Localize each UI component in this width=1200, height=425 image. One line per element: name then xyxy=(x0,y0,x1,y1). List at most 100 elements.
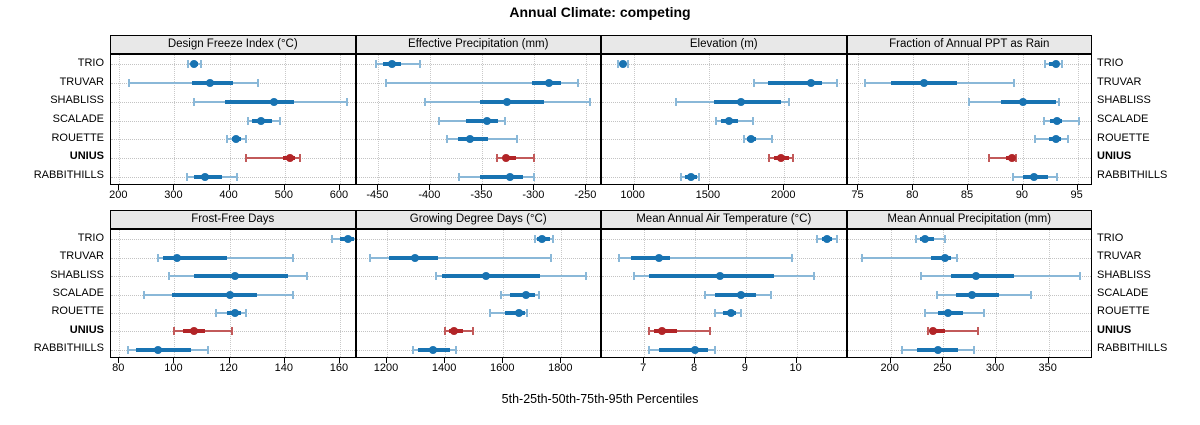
gridline-h xyxy=(847,257,1092,259)
whisker-cap-high xyxy=(305,272,308,281)
whisker-cap-low xyxy=(500,290,503,299)
whisker-cap-low xyxy=(458,172,461,181)
gridline-v xyxy=(339,230,341,357)
axis-tick-mark xyxy=(967,185,969,190)
chart-caption: 5th-25th-50th-75th-95th Percentiles xyxy=(501,392,699,406)
chart-title: Annual Climate: competing xyxy=(509,4,691,20)
whisker-cap-high xyxy=(1077,116,1080,125)
row-label-left: SHABLISS xyxy=(50,268,104,281)
median-dot xyxy=(943,308,952,317)
axis-tick-mark xyxy=(643,358,645,363)
whisker-cap-low xyxy=(616,60,619,69)
row-label-right: SCALADE xyxy=(1097,287,1149,299)
x-tick-label: 1400 xyxy=(431,362,457,374)
whisker-cap-low xyxy=(126,345,129,354)
x-tick-label: -450 xyxy=(366,189,389,201)
row-label-left: TRIO xyxy=(77,56,104,69)
whisker-cap-high xyxy=(752,116,755,125)
median-dot xyxy=(231,272,240,281)
median-dot xyxy=(189,327,198,336)
iqr-bar xyxy=(224,99,295,104)
whisker-cap-low xyxy=(424,97,427,106)
row-label-right: ROUETTE xyxy=(1097,131,1150,144)
whisker-cap-low xyxy=(444,327,447,336)
strip-growing-degree-days: Growing Degree Days (°C) xyxy=(355,210,601,229)
median-dot xyxy=(502,153,511,162)
whisker-cap-low xyxy=(437,116,440,125)
whisker-cap-low xyxy=(384,79,387,88)
percentile-whisker xyxy=(369,256,552,259)
iqr-bar xyxy=(956,292,1000,297)
whisker-cap-low xyxy=(1042,116,1045,125)
whisker-cap-high xyxy=(418,60,421,69)
whisker-cap-low xyxy=(435,272,438,281)
whisker-cap-low xyxy=(920,272,923,281)
whisker-cap-high xyxy=(956,253,959,262)
gridline-h xyxy=(602,157,846,159)
whisker-cap-high xyxy=(1015,153,1018,162)
x-tick-label: 1600 xyxy=(489,362,515,374)
whisker-cap-low xyxy=(924,308,927,317)
whisker-cap-low xyxy=(674,97,677,106)
axis-tick-mark xyxy=(889,358,891,363)
percentile-whisker xyxy=(649,330,711,333)
row-label-left: ROUETTE xyxy=(51,131,104,144)
whisker-cap-low xyxy=(714,116,717,125)
whisker-cap-low xyxy=(156,253,159,262)
whisker-cap-high xyxy=(972,345,975,354)
whisker-cap-low xyxy=(704,290,707,299)
x-tick-label: 95 xyxy=(1070,189,1083,201)
whisker-cap-low xyxy=(901,345,904,354)
whisker-cap-high xyxy=(200,60,203,69)
whisker-cap-low xyxy=(245,153,248,162)
row-label-left: TRUVAR xyxy=(59,75,104,88)
gridline-v xyxy=(586,55,588,184)
whisker-cap-high xyxy=(345,97,348,106)
whisker-cap-low xyxy=(226,135,229,144)
x-tick-label: 120 xyxy=(219,362,238,374)
median-dot xyxy=(934,345,943,354)
whisker-cap-low xyxy=(648,327,651,336)
x-tick-label: 9 xyxy=(741,362,748,374)
axis-tick-mark xyxy=(560,358,562,363)
iqr-bar xyxy=(171,292,258,297)
plot-fraction-of-annual-ppt-as-rain xyxy=(846,54,1092,185)
whisker-cap-low xyxy=(167,272,170,281)
gridline-h xyxy=(356,312,601,314)
gridline-v xyxy=(284,55,286,184)
whisker-cap-high xyxy=(1058,97,1061,106)
row-label-right: TRIO xyxy=(1097,231,1124,244)
whisker-cap-low xyxy=(368,253,371,262)
x-tick-label: 300 xyxy=(985,362,1005,374)
gridline-h xyxy=(111,157,355,159)
whisker-cap-low xyxy=(648,345,651,354)
iqr-bar xyxy=(950,274,1014,279)
median-dot xyxy=(967,290,976,299)
median-dot xyxy=(807,79,816,88)
row-label-right: RABBITHILLS xyxy=(1097,342,1168,355)
x-tick-label: 80 xyxy=(906,189,919,201)
x-tick-label: 1500 xyxy=(695,189,721,201)
gridline-h xyxy=(356,349,601,351)
x-tick-label: 75 xyxy=(851,189,864,201)
gridline-h xyxy=(602,239,846,241)
gridline-v xyxy=(913,55,915,184)
median-dot xyxy=(921,235,930,244)
row-label-right: TRIO xyxy=(1097,56,1124,69)
gridline-h xyxy=(356,294,601,296)
axis-tick-mark xyxy=(173,358,175,363)
whisker-cap-high xyxy=(698,172,701,181)
median-dot xyxy=(521,290,530,299)
axis-tick-mark xyxy=(694,358,695,363)
whisker-cap-high xyxy=(552,235,555,244)
axis-tick-mark xyxy=(481,185,483,190)
row-label-right: TRUVAR xyxy=(1097,250,1142,263)
strip-mean-annual-air-temperature: Mean Annual Air Temperature (°C) xyxy=(601,210,847,229)
whisker-cap-low xyxy=(489,308,492,317)
whisker-cap-low xyxy=(714,308,717,317)
median-dot xyxy=(537,235,546,244)
percentile-whisker xyxy=(246,156,300,159)
whisker-cap-low xyxy=(680,172,683,181)
gridline-v xyxy=(119,230,121,357)
whisker-cap-low xyxy=(446,135,448,144)
